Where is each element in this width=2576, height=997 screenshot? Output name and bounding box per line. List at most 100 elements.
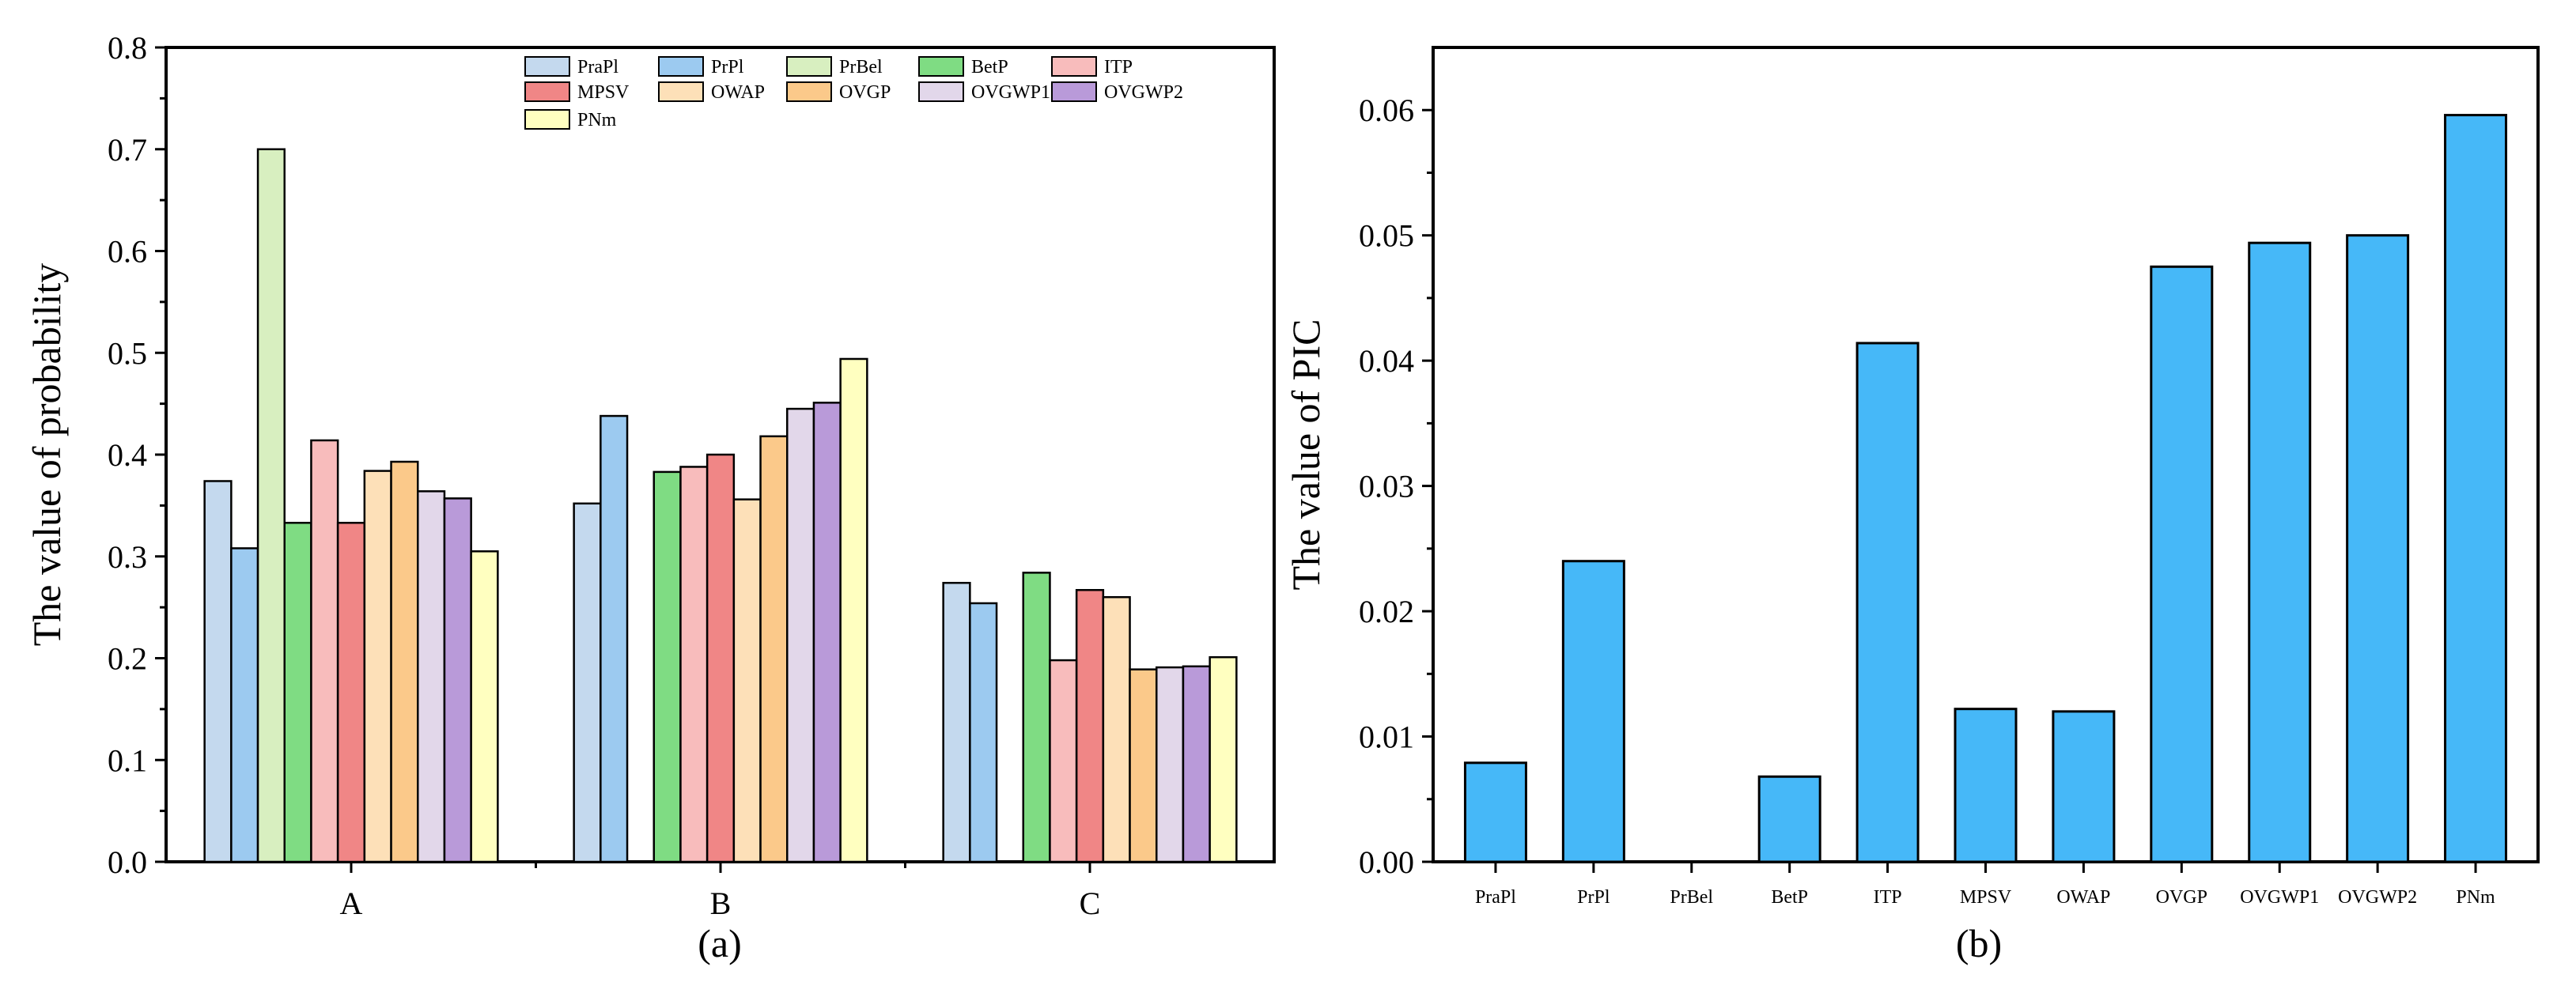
- legend-swatch-betp: [918, 56, 964, 77]
- bar-mpsv-a: [336, 522, 366, 863]
- y-tick-label: 0.03: [1359, 469, 1414, 504]
- panel-label-b: (b): [1956, 921, 2002, 965]
- x-category-label: MPSV: [1960, 887, 2012, 908]
- legend-swatch-prapl: [524, 56, 570, 77]
- bar-ovgwp2-b: [812, 402, 842, 863]
- y-tick-label: 0.5: [108, 335, 147, 371]
- bar-ovgwp2: [2346, 234, 2410, 863]
- y-tick-label: 0.8: [108, 30, 147, 66]
- bar-ovgp-c: [1129, 668, 1158, 863]
- legend-label-betp: BetP: [971, 57, 1008, 77]
- y-tick-label: 0.04: [1359, 343, 1414, 379]
- bar-betp-c: [1022, 572, 1051, 863]
- bar-prpl-b: [600, 414, 629, 863]
- bar-ovgwp1-c: [1156, 666, 1185, 863]
- bar-ovgwp1-b: [786, 407, 815, 863]
- x-category-label: OWAP: [2056, 887, 2110, 908]
- bar-betp-a: [283, 522, 312, 863]
- x-category-label: OVGWP2: [2338, 887, 2417, 908]
- bar-owap-b: [732, 498, 762, 863]
- legend-swatch-pnm: [524, 109, 570, 130]
- bar-pnm: [2444, 114, 2508, 863]
- legend-swatch-owap: [658, 81, 704, 102]
- panel-b-chart: 0.00 0.01 0.02 0.03 0.04 0.05 0.06 The value of…: [1284, 46, 2540, 965]
- panel-a-chart: 0.0 0.1 0.2 0.3 0.4 0.5 0.6 0.7 0.8 The value of …: [25, 30, 1276, 965]
- bar-ovgwp1-a: [417, 490, 446, 863]
- legend-swatch-prbel: [786, 56, 832, 77]
- bar-ovgwp2-c: [1182, 665, 1211, 863]
- bar-pnm-a: [470, 550, 499, 863]
- bar-prapl-c: [942, 581, 971, 863]
- bar-pnm-c: [1209, 655, 1238, 863]
- panel-label-a: (a): [698, 921, 742, 965]
- y-axis-title: The value of PIC: [1284, 319, 1328, 591]
- bar-itp-c: [1049, 659, 1078, 863]
- legend-label-prbel: PrBel: [839, 57, 883, 77]
- x-category-label: A: [340, 886, 363, 921]
- bar-prbel-a: [256, 148, 286, 863]
- x-category-label: OVGP: [2156, 887, 2207, 908]
- legend-label-ovgp: OVGP: [839, 82, 891, 103]
- bar-itp: [1855, 342, 1920, 863]
- y-tick-label: 0.4: [108, 437, 147, 473]
- x-category-label: OVGWP1: [2240, 887, 2319, 908]
- bar-ovgp: [2150, 265, 2214, 863]
- legend-label-mpsv: MPSV: [577, 82, 630, 103]
- y-axis-title: The value of probability: [25, 263, 69, 647]
- x-category-label: C: [1080, 886, 1101, 921]
- bar-owap-a: [363, 470, 392, 863]
- bar-prpl-a: [230, 547, 259, 863]
- bar-prapl: [1463, 761, 1527, 863]
- bar-itp-b: [679, 466, 709, 863]
- bar-ovgp-b: [759, 435, 789, 863]
- legend-swatch-ovgp: [786, 81, 832, 102]
- x-category-label: PraPl: [1475, 887, 1516, 908]
- bar-ovgwp2-a: [443, 497, 472, 863]
- x-category-label: PrPl: [1577, 887, 1610, 908]
- bar-mpsv: [1954, 708, 2018, 863]
- bar-pnm-b: [839, 357, 868, 863]
- legend-swatch-ovgwp1: [918, 81, 964, 102]
- legend-swatch-ovgwp2: [1051, 81, 1097, 102]
- y-tick-label: 0.05: [1359, 218, 1414, 254]
- y-tick-label: 0.02: [1359, 594, 1414, 629]
- y-tick-label: 0.01: [1359, 719, 1414, 755]
- legend-swatch-mpsv: [524, 81, 570, 102]
- x-category-label: PrBel: [1670, 887, 1713, 908]
- bar-prapl-a: [203, 480, 233, 863]
- bar-betp: [1757, 775, 1821, 863]
- legend-label-ovgwp2: OVGWP2: [1104, 82, 1183, 103]
- y-tick-label: 0.06: [1359, 93, 1414, 128]
- legend-label-ovgwp1: OVGWP1: [971, 82, 1050, 103]
- y-tick-label: 0.1: [108, 742, 147, 778]
- bar-prpl-c: [969, 602, 998, 863]
- bar-ovgp-a: [390, 460, 419, 863]
- legend-swatch-prpl: [658, 56, 704, 77]
- bar-mpsv-b: [705, 453, 736, 863]
- bar-owap-c: [1102, 596, 1131, 863]
- legend-label-itp: ITP: [1104, 57, 1133, 77]
- x-category-label: PNm: [2456, 887, 2495, 908]
- bar-betp-b: [653, 470, 682, 863]
- legend-label-prpl: PrPl: [711, 57, 744, 77]
- legend-label-prapl: PraPl: [577, 57, 618, 77]
- x-category-label: B: [710, 886, 732, 921]
- x-category-label: ITP: [1874, 887, 1902, 908]
- y-tick-label: 0.0: [108, 844, 147, 880]
- legend-label-owap: OWAP: [711, 82, 765, 103]
- legend-label-pnm: PNm: [577, 110, 617, 130]
- y-tick-label: 0.3: [108, 539, 147, 575]
- bar-prpl: [1561, 560, 1625, 863]
- y-tick-label: 0.00: [1359, 844, 1414, 880]
- bar-itp-a: [310, 439, 339, 863]
- y-tick-label: 0.6: [108, 234, 147, 270]
- bar-ovgwp1: [2248, 241, 2312, 863]
- bar-mpsv-c: [1075, 588, 1105, 863]
- y-tick-label: 0.2: [108, 641, 147, 677]
- bar-owap: [2052, 710, 2116, 863]
- bar-prapl-b: [573, 502, 602, 863]
- y-tick-label: 0.7: [108, 132, 147, 168]
- x-category-label: BetP: [1771, 887, 1808, 908]
- legend-swatch-itp: [1051, 56, 1097, 77]
